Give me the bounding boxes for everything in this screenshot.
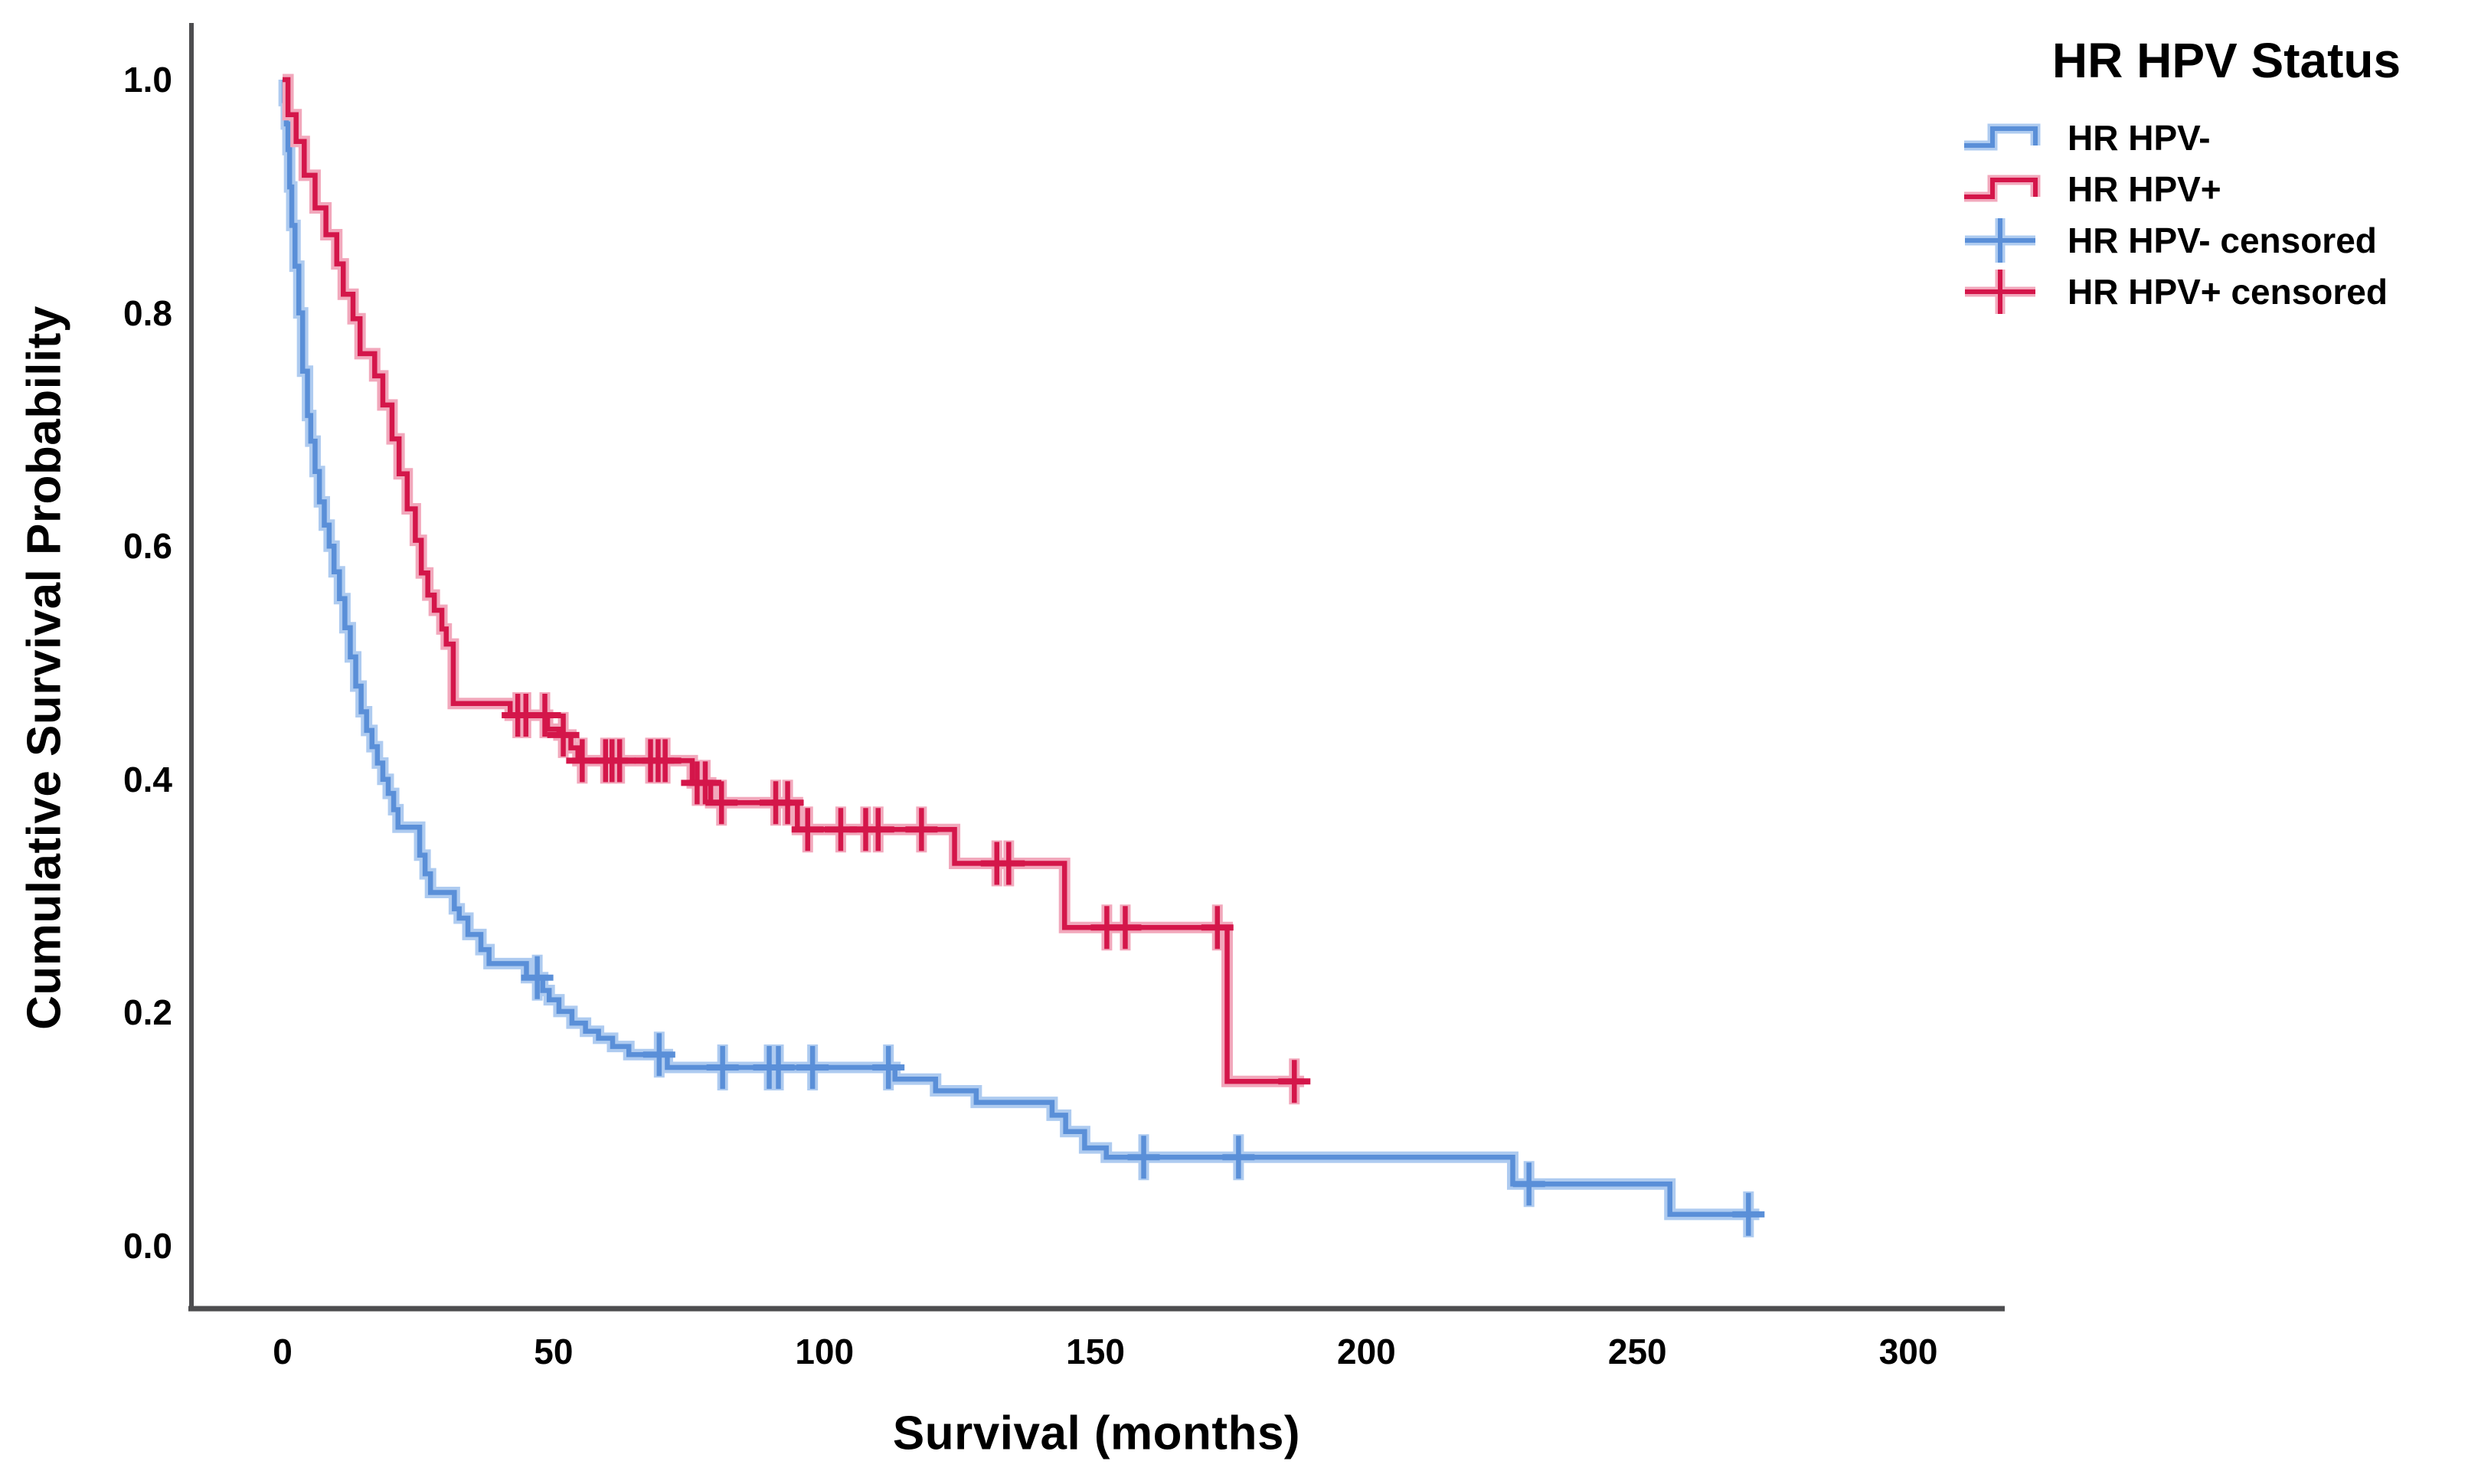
- y-tick-label-0.6: 0.6: [123, 526, 172, 567]
- x-tick-label-250: 250: [1607, 1332, 1667, 1371]
- hpv-positive-curve-group: [282, 74, 1311, 1105]
- x-tick-label-50: 50: [534, 1332, 574, 1371]
- y-tick-label-0.0: 0.0: [123, 1226, 172, 1266]
- x-tick-label-0: 0: [273, 1332, 293, 1371]
- hpv-negative-curve: [281, 77, 1760, 1218]
- legend-item-hpv-negative: HR HPV-: [1962, 112, 2491, 163]
- hpv-negative-step-line-icon: [1962, 123, 2068, 153]
- y-tick-label-1.0: 1.0: [123, 60, 172, 100]
- x-tick-label-300: 300: [1878, 1332, 1938, 1371]
- legend-item-hpv-positive-censored: HR HPV+ censored: [1962, 266, 2491, 317]
- legend-label-hpv-negative-censored: HR HPV- censored: [2068, 220, 2377, 260]
- x-tick-label-100: 100: [795, 1332, 855, 1371]
- legend-label-hpv-negative: HR HPV-: [2068, 117, 2211, 158]
- x-axis-title: Survival (months): [892, 1407, 1301, 1460]
- hpv-negative-censor-cross-icon: [1962, 215, 2068, 266]
- hpv-positive-step-line-icon: [1962, 174, 2068, 204]
- hpv-positive-curve-halo: [282, 74, 1305, 1087]
- hpv-positive-censor-cross-icon: [1962, 266, 2068, 317]
- legend: HR HPV Status HR HPV- HR: [1962, 32, 2491, 317]
- y-tick-label-0.2: 0.2: [123, 992, 172, 1033]
- hpv-negative-curve-halo: [278, 74, 1760, 1221]
- legend-item-hpv-negative-censored: HR HPV- censored: [1962, 214, 2491, 266]
- legend-rows: HR HPV- HR HPV+ HR HPV: [1962, 112, 2491, 317]
- x-tick-label-200: 200: [1337, 1332, 1396, 1371]
- y-tick-label-0.4: 0.4: [123, 759, 172, 799]
- legend-label-hpv-positive: HR HPV+: [2068, 168, 2221, 209]
- legend-item-hpv-positive: HR HPV+: [1962, 163, 2491, 214]
- hpv-negative-curve-group: [278, 74, 1765, 1237]
- x-tick-label-150: 150: [1066, 1332, 1125, 1371]
- legend-title: HR HPV Status: [2051, 33, 2401, 88]
- y-tick-label-0.8: 0.8: [123, 293, 172, 333]
- y-axis-title: Cumulative Survival Probability: [18, 306, 71, 1030]
- legend-label-hpv-positive-censored: HR HPV+ censored: [2068, 271, 2388, 312]
